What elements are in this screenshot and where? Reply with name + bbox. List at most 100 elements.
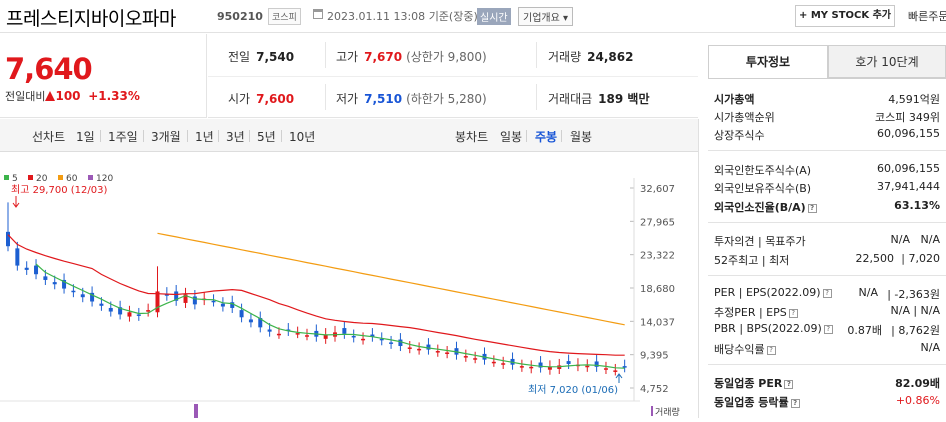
legend-label-60: 60 <box>66 174 78 184</box>
opinion-labels: 투자의견 | 목표주가 <box>714 235 806 248</box>
change-label: 전일대비 <box>5 90 46 103</box>
candle-body <box>52 282 57 285</box>
tab-orderbook[interactable]: 호가 10단계 <box>828 45 946 78</box>
chart-grid <box>630 178 635 401</box>
candle-body <box>183 294 188 303</box>
candle-body <box>127 312 132 317</box>
low-annotation: 최저 7,020 (01/06) <box>528 384 618 396</box>
tab-3y[interactable]: 3년 <box>226 130 245 144</box>
tab-monthly[interactable]: 월봉 <box>570 130 593 144</box>
tab-1w[interactable]: 1주일 <box>108 130 138 144</box>
high-price: 고가 7,670 (상한가 9,800) <box>336 50 487 64</box>
bps-value: | 8,762원 <box>891 324 940 337</box>
stock-code: 950210 <box>217 10 263 23</box>
line-chart-label: 선차트 <box>32 130 66 144</box>
realtime-badge[interactable]: 실시간 <box>477 8 511 25</box>
legend-label-5: 5 <box>12 174 18 184</box>
info-icon[interactable]: ? <box>823 325 833 334</box>
candle-body <box>220 303 225 307</box>
market-badge: 코스피 <box>268 8 301 25</box>
div-label: 배당수익률? <box>714 341 776 357</box>
trade-amount: 거래대금 189 백만 <box>548 92 650 106</box>
candle-body <box>230 302 235 308</box>
eper-labels: 추정PER | EPS? <box>714 304 798 320</box>
change-percent: +1.33% <box>88 89 140 103</box>
info-icon[interactable]: ? <box>822 289 832 298</box>
low-price: 저가 7,510 (하한가 5,280) <box>336 92 487 106</box>
candle-body <box>174 291 179 301</box>
quick-order-link[interactable]: 빠른주문 <box>908 10 946 23</box>
candle-body <box>389 342 394 344</box>
y-tick-label: 4,752 <box>640 384 669 395</box>
tab-invest-info[interactable]: 투자정보 <box>708 45 828 78</box>
tab-10y[interactable]: 10년 <box>289 130 316 144</box>
tab-5y[interactable]: 5년 <box>257 130 276 144</box>
current-price: 7,640 <box>5 52 93 86</box>
open-price: 시가 7,600 <box>228 92 295 106</box>
candle-body <box>24 267 29 270</box>
candle-body <box>407 347 412 349</box>
candle-body <box>136 314 141 316</box>
stock-header: 프레스티지바이오파마 950210 코스피 2023.01.11 13:08 기… <box>0 0 946 33</box>
candle-body <box>417 348 422 351</box>
eeps-value: | N/A <box>913 304 940 317</box>
info-icon[interactable]: ? <box>788 309 798 318</box>
candle-body <box>370 334 375 337</box>
eps-value: | -2,363원 <box>887 288 940 301</box>
ma5-line <box>35 263 625 369</box>
candle-chart-label: 봉차트 <box>455 130 489 144</box>
candle-body <box>6 231 10 247</box>
tab-weekly[interactable]: 주봉 <box>535 130 558 144</box>
candle-body <box>342 328 347 334</box>
info-icon[interactable]: ? <box>790 399 800 408</box>
info-icon[interactable]: ? <box>784 380 794 389</box>
chart-y-axis: 32,607 27,965 23,322 18,680 14,037 9,395 4,752 <box>640 184 675 395</box>
candle-body <box>594 361 599 367</box>
legend-swatch-120 <box>88 175 93 180</box>
legend-swatch-20 <box>28 175 33 180</box>
prev-close: 전일 7,540 <box>228 50 295 64</box>
candle-body <box>529 366 534 369</box>
legend-label-20: 20 <box>36 174 48 184</box>
candle-body <box>445 352 450 354</box>
candle-body <box>585 365 590 368</box>
tab-daily[interactable]: 일봉 <box>500 130 523 144</box>
w52-low-value: | 7,020 <box>901 252 940 265</box>
up-arrow-icon <box>45 91 56 101</box>
price-change: 전일대비 100 +1.33% <box>5 88 140 104</box>
candle-body <box>267 329 272 332</box>
current-price-panel: 7,640 전일대비 100 +1.33% <box>0 34 207 118</box>
candle-body <box>426 344 431 350</box>
corp-overview-dropdown[interactable]: 기업개요 ▾ <box>518 7 573 26</box>
candle-body <box>108 307 113 312</box>
candle-body <box>211 300 216 303</box>
candle-body <box>501 363 506 365</box>
candle-body <box>155 291 160 313</box>
price-chart[interactable]: 5 20 60 120 32,607 27,965 23,322 18,680 14,037 9… <box>0 170 698 418</box>
pbr-labels: PBR | BPS(2022.09)? <box>714 322 833 335</box>
ma20-line <box>7 234 625 356</box>
candle-body <box>34 265 39 275</box>
tab-1d[interactable]: 1일 <box>76 130 95 144</box>
industry-per-label: 동일업종 PER? <box>714 375 794 391</box>
volume-bar <box>194 404 198 418</box>
tab-3m[interactable]: 3개월 <box>151 130 181 144</box>
candle-body <box>473 358 478 360</box>
candle-body <box>603 368 608 370</box>
tab-1y[interactable]: 1년 <box>195 130 214 144</box>
ma60-line <box>157 232 625 326</box>
candle-body <box>239 310 244 318</box>
volume-legend-icon <box>651 406 653 416</box>
candle-body <box>519 366 524 368</box>
candle-body <box>304 335 309 337</box>
candle-body <box>80 294 85 298</box>
candle-body <box>15 248 20 266</box>
candle-body <box>62 279 67 289</box>
candle-body <box>323 334 328 339</box>
info-icon[interactable]: ? <box>766 346 776 355</box>
candle-body <box>90 292 95 302</box>
candle-body <box>538 362 543 368</box>
add-my-stock-button[interactable]: + MY STOCK 추가 <box>795 5 895 27</box>
per-labels: PER | EPS(2022.09)? <box>714 286 832 299</box>
info-icon[interactable]: ? <box>807 204 817 213</box>
